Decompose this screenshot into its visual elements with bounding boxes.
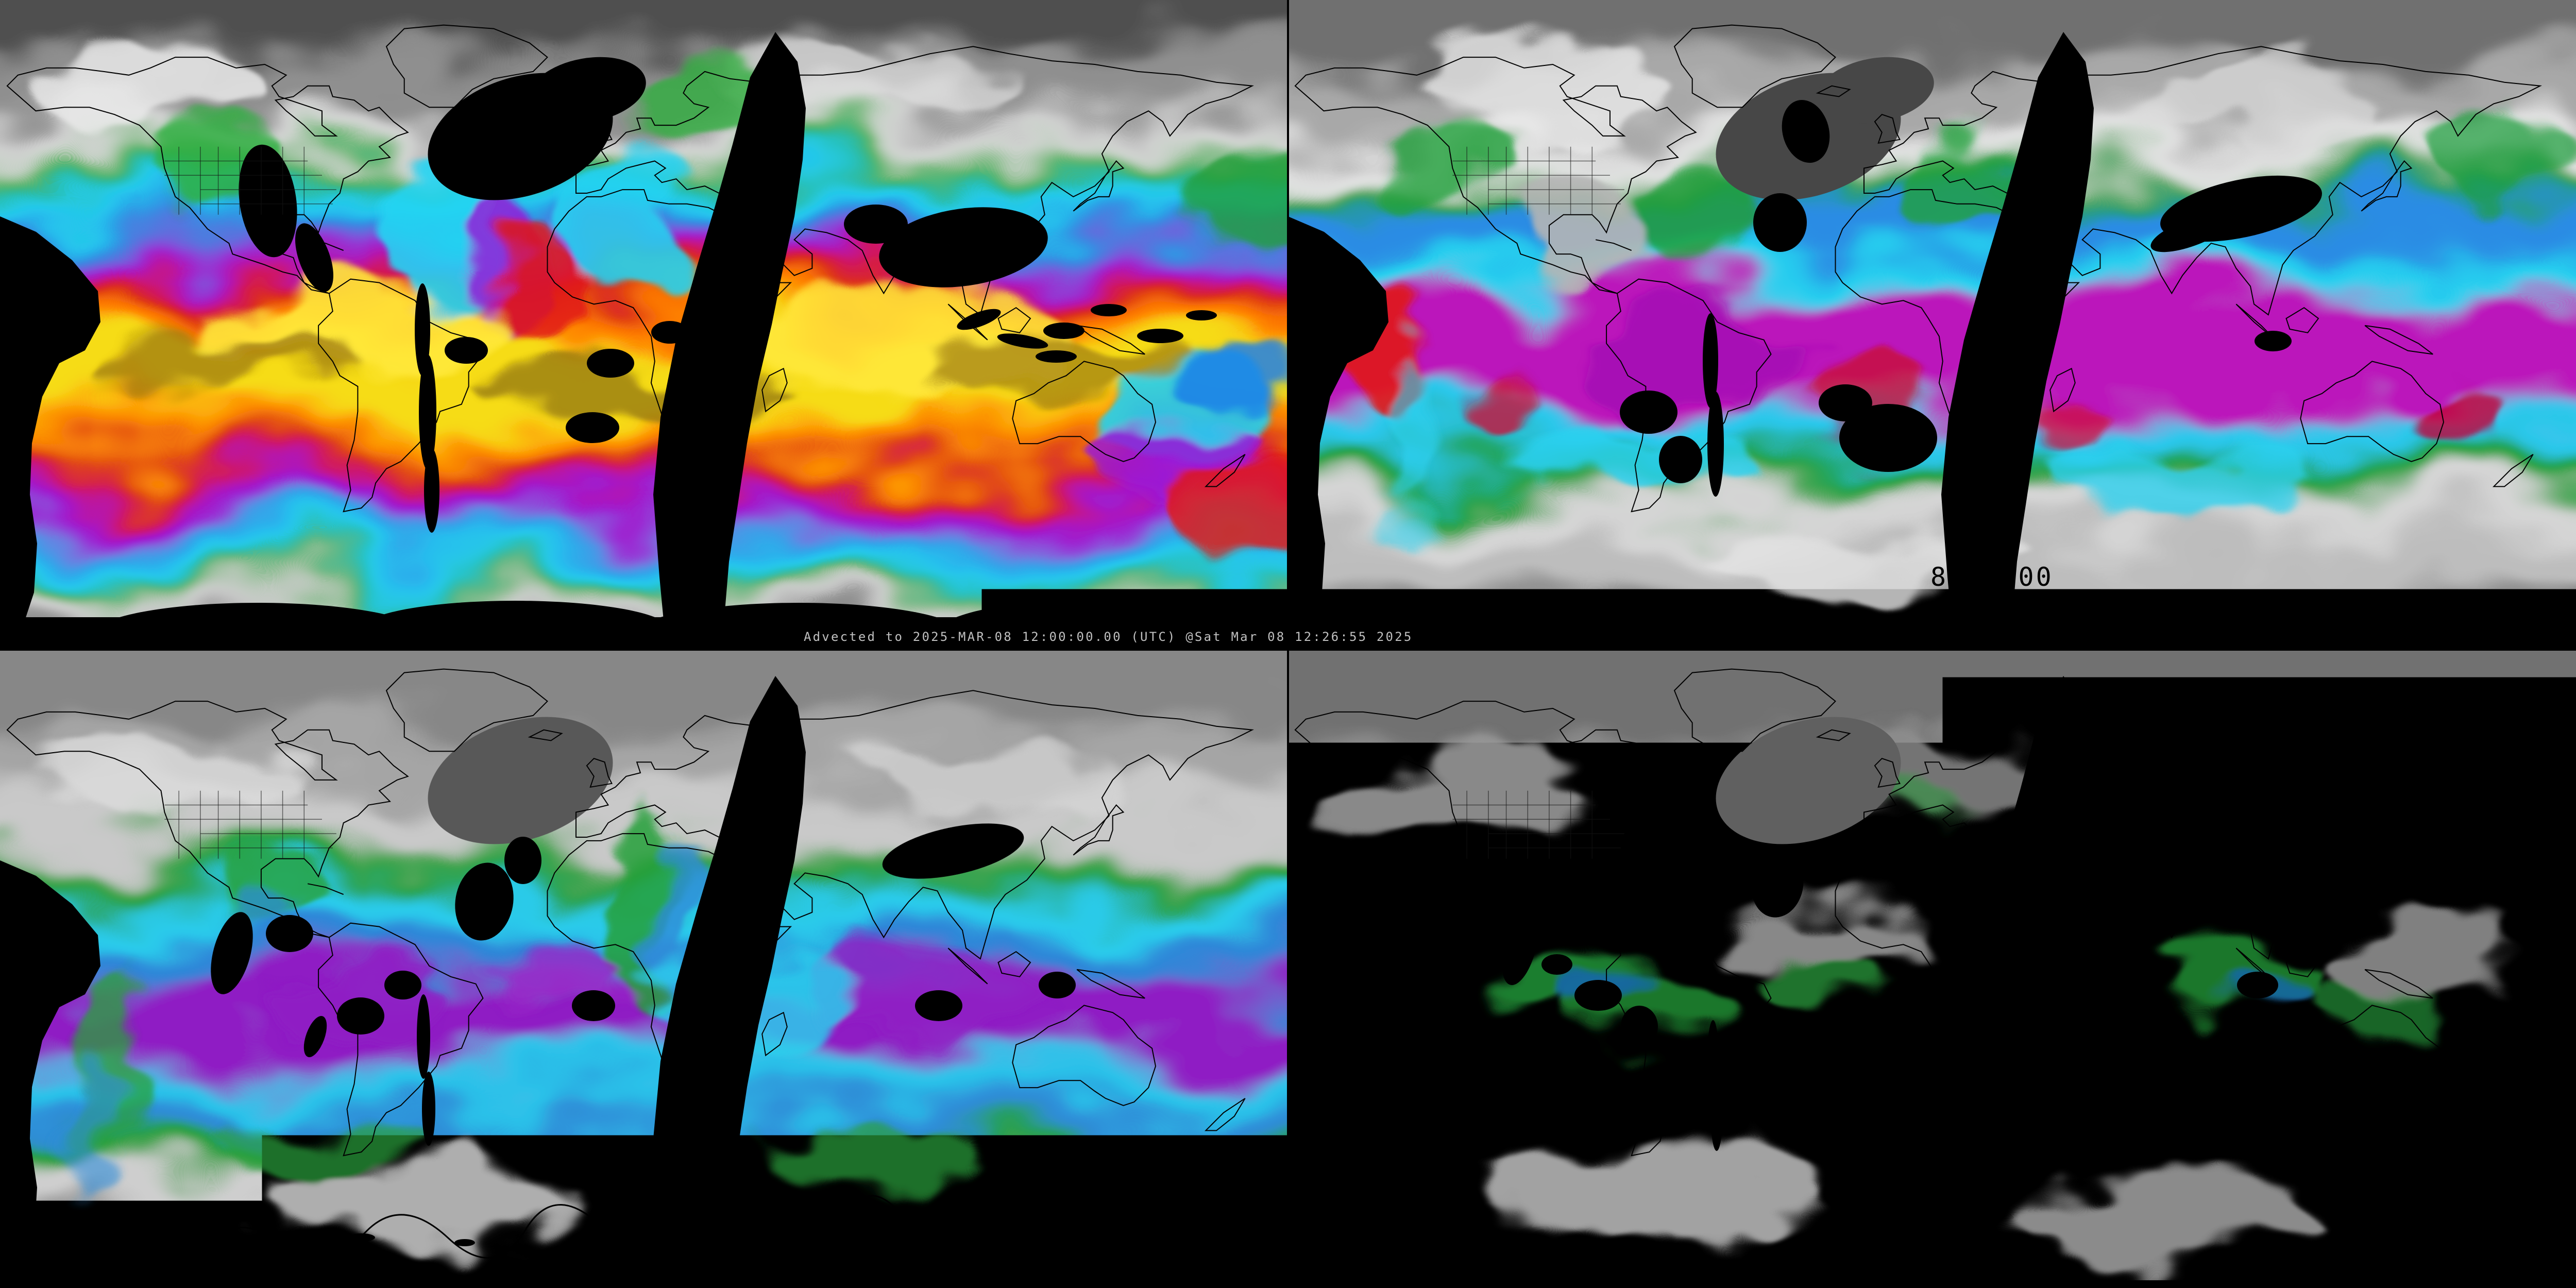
panel-850-700: 850-700 <box>1288 0 2576 644</box>
panel-divider <box>1287 0 1289 1288</box>
four-panel-composite: 850-700 700-500 500-300 Advected to 2025… <box>0 0 2576 1288</box>
panel-label-700-500: 700-500 <box>642 1214 766 1244</box>
panel-500-300: 500-300 <box>1288 644 2576 1288</box>
panel-700-500: 700-500 <box>0 644 1288 1288</box>
panel-label-500-300: 500-300 <box>1930 1214 2054 1244</box>
panel-total-column-water <box>0 0 1288 644</box>
advection-timestamp: Advected to 2025-MAR-08 12:00:00.00 (UTC… <box>804 630 1413 644</box>
panel-label-850-700: 850-700 <box>1930 562 2054 592</box>
timestamp-bar: Advected to 2025-MAR-08 12:00:00.00 (UTC… <box>0 617 1855 644</box>
